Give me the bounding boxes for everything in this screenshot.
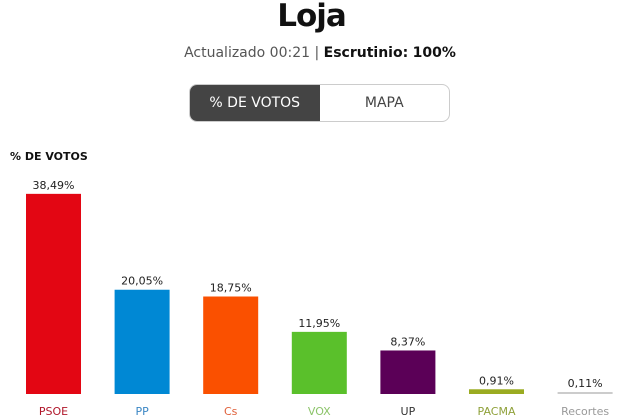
data-label: 38,49% [33,179,75,192]
data-label: 8,37% [390,335,425,348]
bar-cs[interactable] [203,296,259,395]
data-label: 20,05% [121,275,163,288]
category-label: Recortes [561,405,609,418]
tab-votes[interactable]: % DE VOTOS [190,85,320,121]
bar-psoe[interactable] [26,193,81,394]
data-label: 18,75% [210,282,252,295]
category-label: PSOE [39,405,68,418]
bar-up[interactable] [380,350,436,394]
category-label: VOX [308,405,331,418]
updated-time: Actualizado 00:21 [184,45,311,61]
category-label: PP [135,405,149,418]
y-axis-label: % DE VOTOS [10,150,88,163]
bar-pacma[interactable] [469,389,524,394]
category-label: Cs [224,405,238,418]
tab-map[interactable]: MAPA [364,95,404,111]
data-label: 0,11% [568,377,603,390]
bar-pp[interactable] [114,289,170,394]
scrutiny-value: 100% [412,45,456,61]
category-label: UP [401,405,416,418]
view-tabs: % DE VOTOS MAPA [189,84,450,122]
status-line: Actualizado 00:21 | Escrutinio: 100% [184,45,456,61]
category-label: PACMA [478,405,516,418]
data-label: 0,91% [479,374,514,387]
bar-recortes[interactable] [557,392,613,394]
bar-vox[interactable] [291,331,347,394]
page-title: Loja [277,0,347,34]
data-label: 11,95% [298,317,340,330]
scrutiny-label: Escrutinio: [323,45,409,61]
